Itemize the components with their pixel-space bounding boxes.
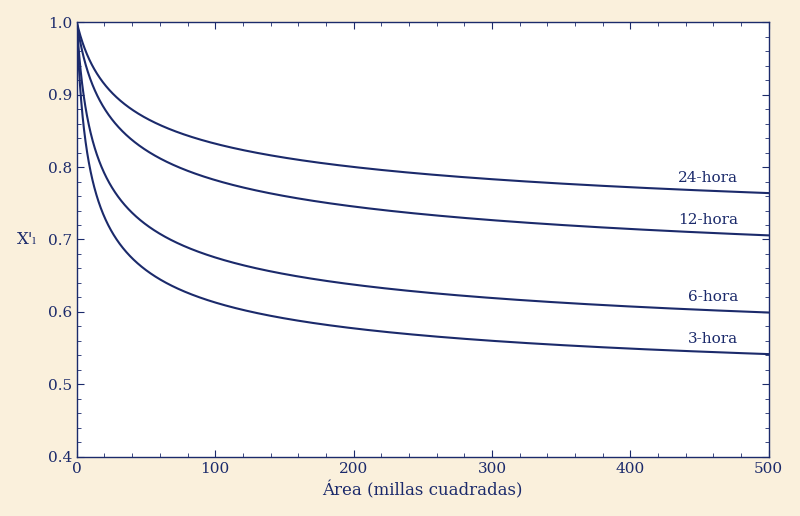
- Y-axis label: X'ₗ: X'ₗ: [17, 231, 37, 248]
- Text: 12-hora: 12-hora: [678, 213, 738, 227]
- Text: 6-hora: 6-hora: [688, 290, 738, 304]
- X-axis label: Área (millas cuadradas): Área (millas cuadradas): [322, 481, 523, 499]
- Text: 3-hora: 3-hora: [688, 332, 738, 346]
- Text: 24-hora: 24-hora: [678, 171, 738, 185]
